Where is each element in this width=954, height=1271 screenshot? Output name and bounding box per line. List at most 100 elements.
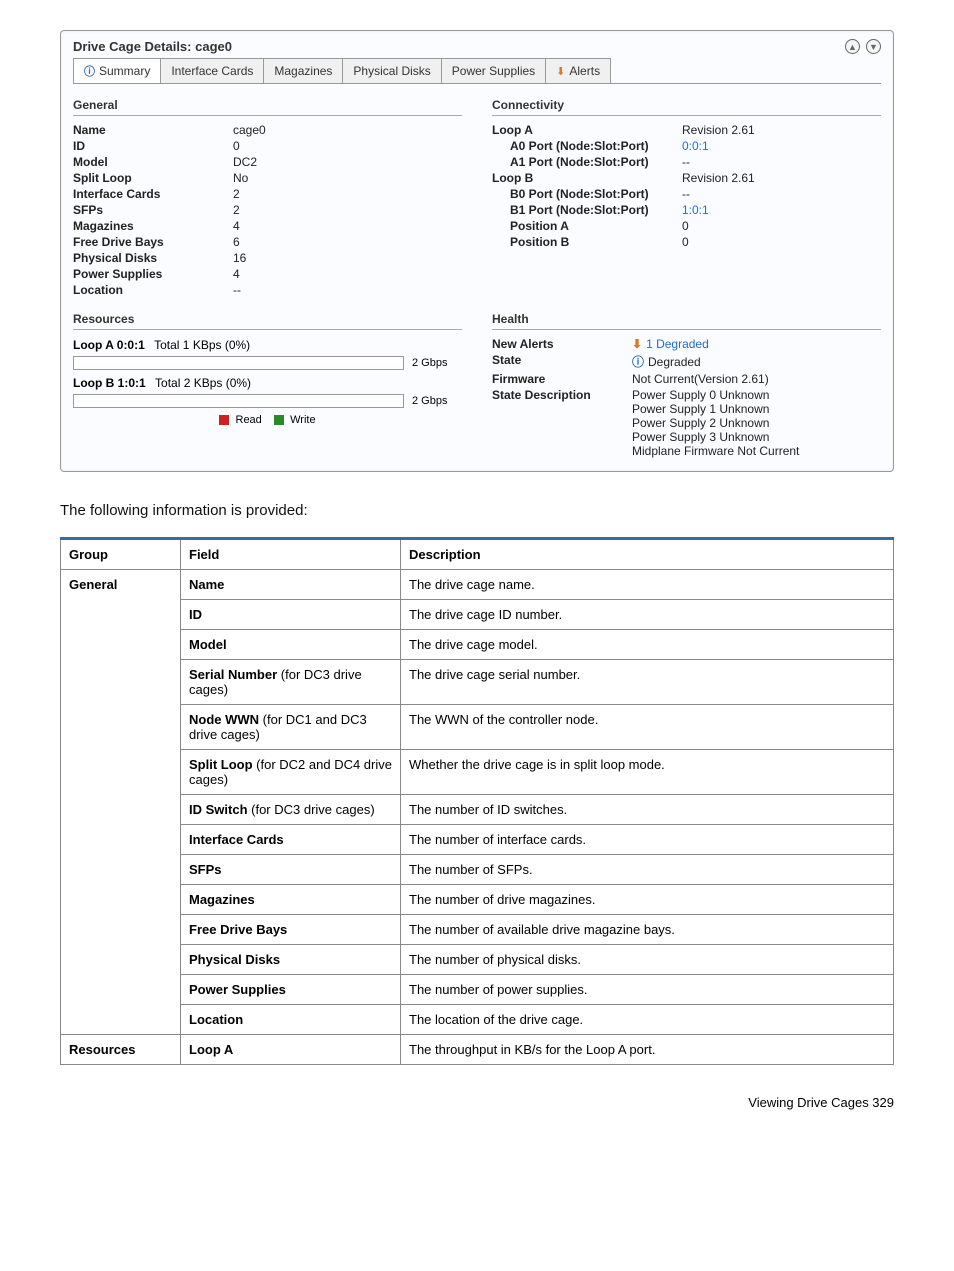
connectivity-rows: Loop ARevision 2.61A0 Port (Node:Slot:Po… [492, 122, 881, 250]
kv-value: Revision 2.61 [682, 123, 881, 137]
kv-row: Loop BRevision 2.61 [492, 170, 881, 186]
kv-key: Position B [492, 235, 682, 249]
general-header: General [73, 98, 462, 116]
kv-key: Loop B [492, 171, 682, 185]
field-cell: Magazines [181, 885, 401, 915]
kv-value[interactable]: 1:0:1 [682, 203, 881, 217]
tab-interface-cards[interactable]: Interface Cards [160, 58, 264, 83]
write-swatch-icon [274, 415, 284, 425]
tab-label: Interface Cards [171, 64, 253, 78]
kv-value: 0 [233, 139, 462, 153]
state-desc-label: State Description [492, 388, 632, 458]
connectivity-header: Connectivity [492, 98, 881, 116]
tab-summary[interactable]: ⓘ Summary [73, 58, 161, 83]
field-cell: ID [181, 600, 401, 630]
desc-cell: The drive cage model. [401, 630, 894, 660]
kv-row: Loop ARevision 2.61 [492, 122, 881, 138]
table-row: Physical DisksThe number of physical dis… [61, 945, 894, 975]
state-value: Degraded [648, 355, 701, 369]
kv-value: -- [682, 155, 881, 169]
loop-b-bar [73, 394, 404, 408]
kv-key: Physical Disks [73, 251, 233, 265]
kv-value: 16 [233, 251, 462, 265]
kv-value: 4 [233, 267, 462, 281]
kv-key: Power Supplies [73, 267, 233, 281]
field-cell: ID Switch (for DC3 drive cages) [181, 795, 401, 825]
kv-key: Split Loop [73, 171, 233, 185]
panel-title: Drive Cage Details: cage0 [73, 39, 232, 54]
tab-label: Summary [99, 64, 150, 78]
new-alerts-value[interactable]: 1 Degraded [646, 337, 709, 351]
loop-b-label-row: Loop B 1:0:1 Total 2 KBps (0%) [73, 376, 462, 390]
tab-alerts[interactable]: ⬇ Alerts [545, 58, 611, 83]
kv-value: -- [682, 187, 881, 201]
collapse-up-icon[interactable]: ▲ [845, 39, 860, 54]
field-cell: Location [181, 1005, 401, 1035]
table-row: Interface CardsThe number of interface c… [61, 825, 894, 855]
alert-icon: ⬇ [556, 65, 565, 78]
kv-value: 2 [233, 187, 462, 201]
kv-key: A1 Port (Node:Slot:Port) [492, 155, 682, 169]
read-swatch-icon [219, 415, 229, 425]
intro-text: The following information is provided: [60, 502, 894, 519]
tab-magazines[interactable]: Magazines [263, 58, 343, 83]
kv-row: Position B0 [492, 234, 881, 250]
kv-row: Interface Cards2 [73, 186, 462, 202]
state-desc-lines: Power Supply 0 UnknownPower Supply 1 Unk… [632, 388, 881, 458]
drive-cage-details-panel: Drive Cage Details: cage0 ▲ ▼ ⓘ Summary In… [60, 30, 894, 472]
desc-cell: The drive cage name. [401, 570, 894, 600]
field-cell: Power Supplies [181, 975, 401, 1005]
alert-down-icon: ⬇ [632, 337, 642, 351]
kv-value: cage0 [233, 123, 462, 137]
collapse-down-icon[interactable]: ▼ [866, 39, 881, 54]
kv-value: -- [233, 283, 462, 297]
kv-key: B0 Port (Node:Slot:Port) [492, 187, 682, 201]
resources-block: Loop A 0:0:1 Total 1 KBps (0%) 2 Gbps Lo… [73, 338, 462, 426]
kv-key: ID [73, 139, 233, 153]
loop-a-bar [73, 356, 404, 370]
state-desc-line: Power Supply 0 Unknown [632, 388, 881, 402]
kv-value: 0 [682, 235, 881, 249]
kv-key: Name [73, 123, 233, 137]
loop-a-label-row: Loop A 0:0:1 Total 1 KBps (0%) [73, 338, 462, 352]
kv-row: Free Drive Bays6 [73, 234, 462, 250]
new-alerts-label: New Alerts [492, 337, 632, 351]
field-cell: Interface Cards [181, 825, 401, 855]
tab-power-supplies[interactable]: Power Supplies [441, 58, 546, 83]
state-value-cell: ⓘ Degraded [632, 353, 881, 370]
field-cell: Split Loop (for DC2 and DC4 drive cages) [181, 750, 401, 795]
general-column: General Namecage0ID0ModelDC2Split LoopNo… [73, 92, 462, 298]
field-cell: Model [181, 630, 401, 660]
legend: Read Write [73, 414, 462, 426]
kv-row: Split LoopNo [73, 170, 462, 186]
table-row: ResourcesLoop AThe throughput in KB/s fo… [61, 1035, 894, 1065]
legend-read: Read [236, 414, 262, 426]
kv-value: Revision 2.61 [682, 171, 881, 185]
field-cell: Physical Disks [181, 945, 401, 975]
tabs: ⓘ Summary Interface Cards MagazinesPhysical… [73, 58, 881, 84]
desc-cell: The number of physical disks. [401, 945, 894, 975]
kv-key: Location [73, 283, 233, 297]
field-cell: Loop A [181, 1035, 401, 1065]
info-icon: ⓘ [84, 63, 95, 79]
kv-key: SFPs [73, 203, 233, 217]
kv-key: Interface Cards [73, 187, 233, 201]
panel-title-row: Drive Cage Details: cage0 ▲ ▼ [73, 39, 881, 54]
kv-value: 6 [233, 235, 462, 249]
kv-key: Loop A [492, 123, 682, 137]
kv-value[interactable]: 0:0:1 [682, 139, 881, 153]
kv-key: Position A [492, 219, 682, 233]
kv-row: ModelDC2 [73, 154, 462, 170]
state-desc-line: Midplane Firmware Not Current [632, 444, 881, 458]
tab-label: Power Supplies [452, 64, 535, 78]
loop-a-label: Loop A 0:0:1 [73, 338, 145, 352]
legend-write: Write [290, 414, 315, 426]
tab-label: Alerts [569, 64, 600, 78]
state-desc-row: State Description Power Supply 0 Unknown… [492, 387, 881, 459]
tab-physical-disks[interactable]: Physical Disks [342, 58, 441, 83]
table-row: Serial Number (for DC3 drive cages)The d… [61, 660, 894, 705]
table-row: ID Switch (for DC3 drive cages)The numbe… [61, 795, 894, 825]
table-row: LocationThe location of the drive cage. [61, 1005, 894, 1035]
desc-cell: The drive cage serial number. [401, 660, 894, 705]
panel-collapse-controls: ▲ ▼ [845, 39, 881, 54]
